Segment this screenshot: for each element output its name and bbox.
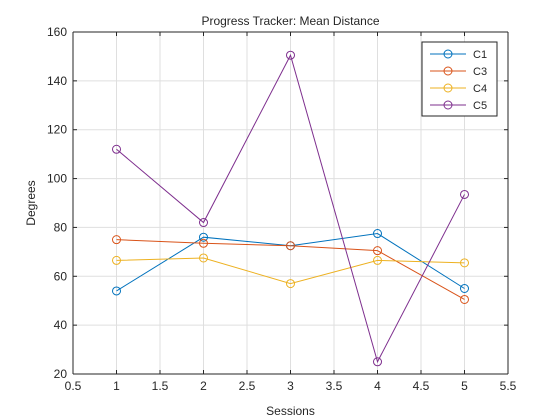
legend: C1 C3 C4 C5 bbox=[421, 41, 498, 117]
y-tick-label: 160 bbox=[47, 25, 67, 39]
legend-items: C1 C3 C4 C5 bbox=[430, 49, 487, 112]
data-point bbox=[199, 218, 208, 228]
legend-marker bbox=[443, 100, 453, 110]
x-tick-label: 5.5 bbox=[500, 379, 517, 393]
y-tick-label: 80 bbox=[54, 220, 68, 234]
x-tick-label: 3.5 bbox=[326, 379, 343, 393]
x-tick-label: 1.5 bbox=[152, 379, 169, 393]
y-tick-label: 120 bbox=[47, 123, 67, 137]
x-axis-label: Sessions bbox=[266, 404, 315, 418]
data-point bbox=[460, 258, 469, 268]
series-line bbox=[116, 239, 465, 300]
data-point bbox=[373, 357, 382, 367]
y-tick-label: 40 bbox=[54, 318, 68, 332]
tick-layer: 0.5 1 1.5 2 2.5 3 3.5 4 4.5 5 5.5 20 40 60 80 100 120 140… bbox=[47, 25, 517, 393]
data-point bbox=[460, 284, 469, 293]
y-tick-label: 20 bbox=[54, 367, 68, 381]
legend-item-c3: C3 bbox=[430, 66, 487, 78]
data-point bbox=[373, 246, 382, 256]
data-point bbox=[373, 255, 382, 265]
data-point bbox=[460, 189, 469, 199]
data-point bbox=[286, 241, 295, 251]
data-point bbox=[199, 232, 208, 242]
series-line bbox=[116, 257, 465, 285]
x-tick-label: 4 bbox=[374, 379, 381, 393]
x-tick-label: 1 bbox=[113, 379, 120, 393]
data-point bbox=[112, 255, 121, 265]
legend-label: C5 bbox=[473, 100, 487, 112]
legend-item-c4: C4 bbox=[430, 83, 487, 95]
legend-label: C3 bbox=[473, 66, 487, 78]
data-point bbox=[112, 286, 121, 296]
x-tick-label: 4.5 bbox=[413, 379, 430, 393]
data-point bbox=[286, 279, 295, 289]
x-tick-label: 5 bbox=[461, 379, 468, 393]
series-line bbox=[116, 53, 465, 364]
series-c3 bbox=[112, 235, 469, 304]
data-point bbox=[199, 253, 208, 263]
series-layer bbox=[112, 50, 469, 367]
y-tick-label: 60 bbox=[54, 269, 68, 283]
y-axis-label: Degrees bbox=[24, 180, 38, 225]
legend-item-c5: C5 bbox=[430, 100, 487, 112]
legend-item-c1: C1 bbox=[430, 49, 487, 61]
data-point bbox=[460, 294, 469, 304]
x-tick-label: 3 bbox=[287, 379, 294, 393]
series-c5 bbox=[112, 50, 469, 367]
chart-title: Progress Tracker: Mean Distance bbox=[201, 14, 379, 28]
y-tick-label: 140 bbox=[47, 74, 67, 88]
data-point bbox=[199, 238, 208, 248]
legend-label: C4 bbox=[473, 83, 487, 95]
x-tick-label: 0.5 bbox=[65, 379, 82, 393]
legend-marker bbox=[443, 49, 453, 59]
y-tick-label: 100 bbox=[47, 172, 67, 186]
data-point bbox=[112, 144, 121, 154]
series-c4 bbox=[112, 253, 469, 289]
data-point bbox=[286, 50, 295, 60]
x-tick-label: 2 bbox=[200, 379, 207, 393]
data-point bbox=[112, 235, 121, 245]
legend-marker bbox=[443, 66, 453, 76]
legend-marker bbox=[443, 83, 453, 93]
data-point bbox=[373, 229, 382, 239]
legend-label: C1 bbox=[473, 49, 487, 61]
x-tick-label: 2.5 bbox=[239, 379, 256, 393]
